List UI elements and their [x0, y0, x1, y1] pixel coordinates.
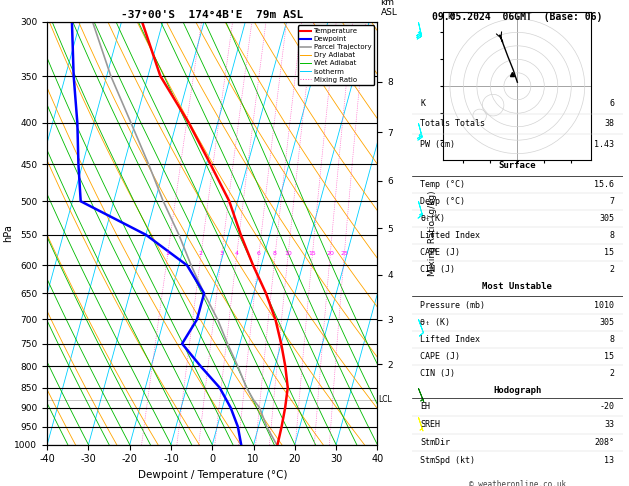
Text: kt: kt [447, 12, 455, 21]
Text: 8: 8 [610, 335, 615, 344]
Text: EH: EH [420, 402, 430, 412]
Text: 1010: 1010 [594, 300, 615, 310]
Text: 09.05.2024  06GMT  (Base: 06): 09.05.2024 06GMT (Base: 06) [432, 12, 603, 22]
Text: 2: 2 [610, 264, 615, 274]
Text: 6: 6 [257, 251, 260, 257]
Text: 3: 3 [220, 251, 223, 257]
Text: 7: 7 [610, 197, 615, 206]
Text: 13: 13 [604, 455, 615, 465]
Text: StmDir: StmDir [420, 438, 450, 447]
Text: -20: -20 [599, 402, 615, 412]
Text: CIN (J): CIN (J) [420, 264, 455, 274]
Text: km
ASL: km ASL [381, 0, 398, 17]
X-axis label: Dewpoint / Temperature (°C): Dewpoint / Temperature (°C) [138, 470, 287, 480]
Title: -37°00'S  174°4B'E  79m ASL: -37°00'S 174°4B'E 79m ASL [121, 10, 303, 20]
Text: 33: 33 [604, 420, 615, 429]
Text: 6: 6 [610, 99, 615, 108]
Text: PW (cm): PW (cm) [420, 139, 455, 149]
Text: 2: 2 [610, 369, 615, 379]
Text: Pressure (mb): Pressure (mb) [420, 300, 486, 310]
Text: 38: 38 [604, 120, 615, 128]
Text: θₜ(K): θₜ(K) [420, 214, 445, 223]
Text: 8: 8 [610, 231, 615, 240]
Text: © weatheronline.co.uk: © weatheronline.co.uk [469, 480, 566, 486]
Text: Lifted Index: Lifted Index [420, 231, 481, 240]
Text: Most Unstable: Most Unstable [482, 282, 552, 292]
Text: 15: 15 [604, 352, 615, 361]
Text: CAPE (J): CAPE (J) [420, 248, 460, 257]
Text: 4: 4 [235, 251, 238, 257]
Text: Hodograph: Hodograph [493, 386, 542, 395]
Text: StmSpd (kt): StmSpd (kt) [420, 455, 476, 465]
Text: 10: 10 [284, 251, 292, 257]
Text: 1.43: 1.43 [594, 139, 615, 149]
Text: CAPE (J): CAPE (J) [420, 352, 460, 361]
Text: K: K [420, 99, 425, 108]
Text: 15.6: 15.6 [594, 180, 615, 189]
Text: 2: 2 [199, 251, 203, 257]
Text: 208°: 208° [594, 438, 615, 447]
Text: CIN (J): CIN (J) [420, 369, 455, 379]
Text: 20: 20 [326, 251, 334, 257]
Text: 305: 305 [599, 214, 615, 223]
Text: Totals Totals: Totals Totals [420, 120, 486, 128]
Text: Surface: Surface [499, 161, 536, 170]
Text: 1: 1 [165, 251, 169, 257]
Y-axis label: Mixing Ratio (g/kg): Mixing Ratio (g/kg) [428, 191, 437, 276]
Text: 25: 25 [340, 251, 348, 257]
Text: 305: 305 [599, 318, 615, 327]
Text: SREH: SREH [420, 420, 440, 429]
Text: Lifted Index: Lifted Index [420, 335, 481, 344]
Text: 8: 8 [273, 251, 277, 257]
Y-axis label: hPa: hPa [3, 225, 13, 242]
Text: 15: 15 [308, 251, 316, 257]
Text: Temp (°C): Temp (°C) [420, 180, 465, 189]
Text: θₜ (K): θₜ (K) [420, 318, 450, 327]
Text: 15: 15 [604, 248, 615, 257]
Text: Dewp (°C): Dewp (°C) [420, 197, 465, 206]
Legend: Temperature, Dewpoint, Parcel Trajectory, Dry Adiabat, Wet Adiabat, Isotherm, Mi: Temperature, Dewpoint, Parcel Trajectory… [298, 25, 374, 86]
Text: LCL: LCL [379, 395, 392, 404]
